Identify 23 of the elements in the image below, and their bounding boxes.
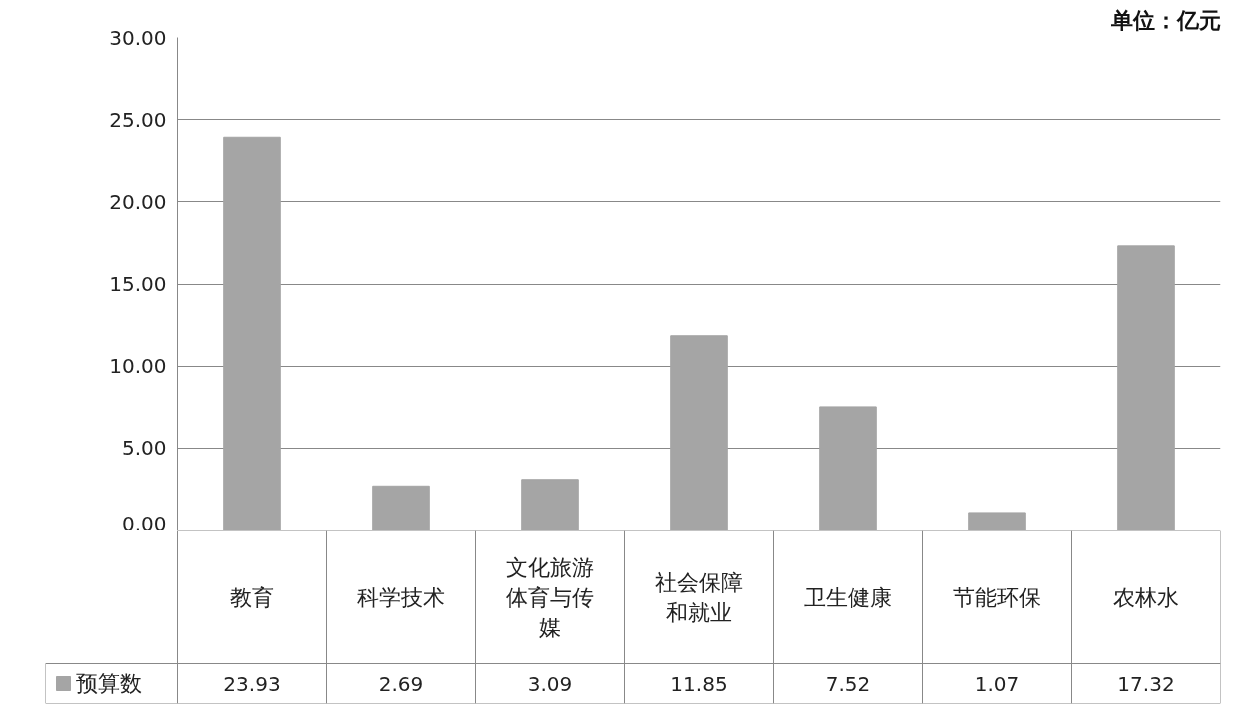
- data-label: 7.52: [825, 671, 871, 696]
- y-tick-label: 10.00: [109, 354, 167, 379]
- data-label: 1.07: [974, 671, 1020, 696]
- x-tick-label: 卫生健康: [804, 584, 892, 610]
- data-label: 2.69: [378, 671, 424, 696]
- x-tick-label: 科学技术: [357, 584, 445, 610]
- x-tick-label: 教育: [230, 584, 274, 610]
- y-tick-label: 5.00: [121, 436, 167, 461]
- legend-label: 预算数: [75, 671, 142, 696]
- y-tick-label: 15.00: [109, 272, 167, 296]
- data-label: 17.32: [1117, 671, 1175, 696]
- y-tick-label: 25.00: [109, 107, 167, 132]
- data-label: 23.93: [223, 671, 281, 696]
- text: 单位：亿元: [1109, 7, 1221, 33]
- data-label: 3.09: [527, 671, 573, 696]
- x-tick-label: 文化旅游体育与传媒: [506, 554, 594, 640]
- y-tick-label: 30.00: [109, 25, 167, 50]
- x-tick-label: 农林水: [1113, 584, 1179, 610]
- y-tick-label: 0.00: [121, 511, 167, 536]
- y-tick-label: 20.00: [109, 189, 167, 214]
- data-label: 11.85: [670, 671, 728, 696]
- x-tick-label: 节能环保: [953, 584, 1041, 610]
- x-tick-label: 社会保障和就业: [655, 569, 743, 625]
